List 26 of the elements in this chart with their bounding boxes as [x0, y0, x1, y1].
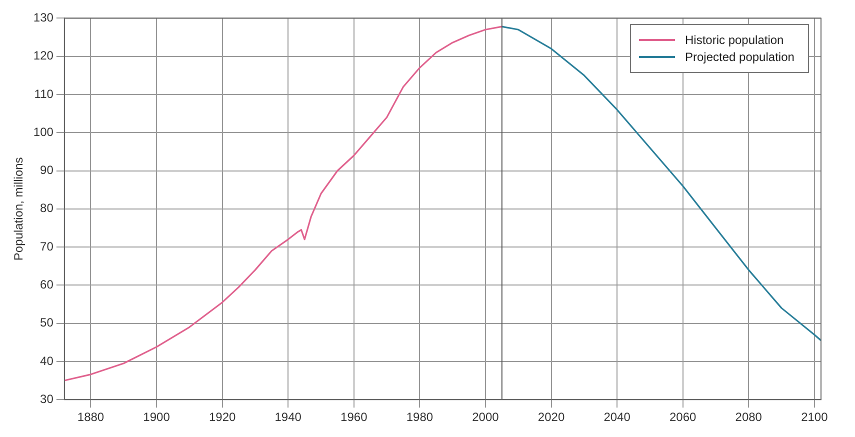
legend-label: Historic population [685, 33, 784, 48]
y-tick-label: 80 [40, 201, 54, 216]
y-tick-label: 70 [40, 239, 54, 254]
x-tick-label: 2040 [604, 410, 631, 424]
x-tick-label: 2060 [669, 410, 697, 424]
legend-label: Projected population [685, 50, 794, 64]
y-tick-label: 110 [34, 86, 54, 101]
x-tick-label: 2080 [735, 410, 762, 424]
x-tick-label: 1940 [274, 410, 302, 424]
x-tick-label: 1980 [406, 410, 434, 424]
y-tick-label: 90 [40, 163, 54, 178]
y-tick-label: 130 [33, 10, 54, 25]
y-tick-label: 50 [40, 316, 54, 330]
y-tick-label: 40 [40, 354, 54, 368]
x-tick-label: 1920 [208, 410, 236, 424]
x-tick-label: 1960 [340, 410, 368, 424]
y-tick-label: 60 [40, 277, 54, 292]
x-tick-label: 2020 [538, 410, 565, 424]
y-tick-label: 120 [33, 48, 54, 63]
y-axis-title: Population, millions [12, 157, 26, 261]
y-tick-label: 30 [40, 392, 54, 406]
x-tick-label: 2000 [472, 410, 500, 424]
y-tick-label: 100 [33, 124, 54, 139]
x-tick-label: 2100 [801, 410, 828, 424]
x-tick-label: 1900 [143, 410, 170, 424]
x-tick-label: 1880 [77, 410, 104, 424]
